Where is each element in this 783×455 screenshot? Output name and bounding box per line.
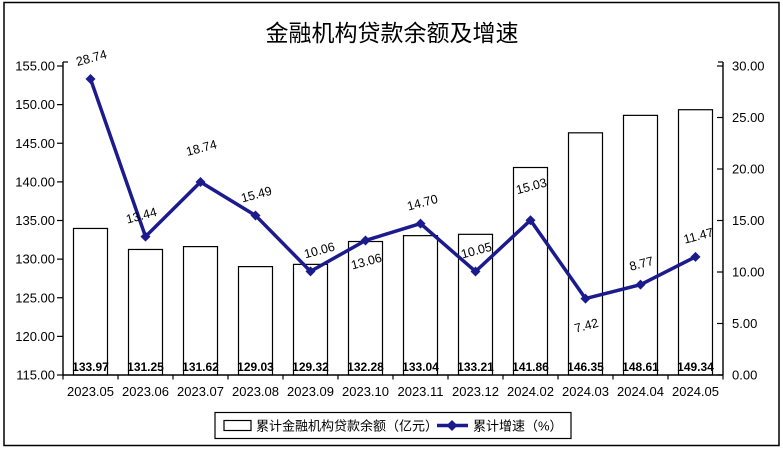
bar — [347, 240, 384, 376]
line-marker-icon — [690, 251, 701, 262]
line-marker-icon — [415, 218, 426, 229]
left-axis-tick-label: 125.00 — [15, 290, 55, 305]
bar-value-label: 131.62 — [182, 360, 219, 374]
legend-line-marker-icon — [446, 420, 458, 431]
line-value-label: 18.74 — [185, 137, 219, 159]
legend-bar-swatch-icon — [223, 419, 252, 432]
x-axis-label: 2023.07 — [177, 384, 224, 399]
bar — [622, 114, 659, 376]
line-marker-icon — [140, 231, 151, 242]
plot-area: 115.00 120.00 125.00 130.00 135.00 140.00 145.… — [15, 47, 764, 399]
bar — [182, 246, 219, 376]
line-value-label: 8.77 — [628, 254, 655, 274]
x-axis-label: 2024.05 — [672, 384, 719, 399]
right-axis-tick-label: 20.00 — [732, 162, 765, 177]
bar-value-label: 132.28 — [347, 360, 384, 374]
line-value-label: 14.70 — [406, 192, 440, 214]
legend-bar-label: 累计金融机构贷款余额（亿元） — [256, 419, 438, 434]
x-axis-label: 2023.10 — [342, 384, 389, 399]
line-marker-icon — [195, 176, 206, 187]
x-axis-label: 2023.12 — [452, 384, 499, 399]
line-marker-icon — [635, 279, 646, 290]
left-axis-tick-label: 145.00 — [15, 136, 55, 151]
x-axis-label: 2023.11 — [397, 384, 443, 399]
line-marker-icon — [85, 73, 96, 84]
right-axis-tick-label: 15.00 — [732, 213, 765, 228]
figure-border — [3, 1, 780, 447]
x-axis-label: 2023.08 — [232, 384, 279, 399]
line-marker-icon — [580, 293, 591, 304]
line-marker-icon — [305, 266, 316, 277]
bar — [677, 109, 714, 376]
left-axis-tick-label: 120.00 — [15, 329, 55, 344]
right-axis-tick-label: 0.00 — [732, 368, 757, 383]
legend: 累计金融机构贷款余额（亿元） 累计增速（%） — [214, 411, 572, 440]
line-marker-icon — [525, 215, 536, 226]
x-axis-label: 2024.02 — [507, 384, 554, 399]
line-value-label: 15.49 — [240, 184, 274, 206]
bar — [292, 263, 329, 376]
right-axis-tick-label: 25.00 — [732, 110, 765, 125]
bar-value-label: 129.32 — [292, 360, 329, 374]
left-axis-tick-label: 155.00 — [15, 59, 55, 74]
legend-line-label: 累计增速（%） — [473, 419, 563, 434]
line-marker-icon — [360, 235, 371, 246]
left-axis-tick-label: 150.00 — [15, 97, 55, 112]
x-axis-label: 2023.09 — [287, 384, 334, 399]
bar — [237, 266, 274, 376]
line-value-label: 7.42 — [573, 316, 600, 336]
left-axis-tick-label: 140.00 — [15, 174, 55, 189]
legend-box — [214, 411, 572, 440]
bar-value-label: 146.35 — [567, 360, 604, 374]
bar-value-label: 133.04 — [402, 360, 439, 374]
bar-value-label: 148.61 — [622, 360, 659, 374]
x-axis-label: 2023.05 — [67, 384, 114, 399]
left-axis-tick-label: 135.00 — [15, 213, 55, 228]
bar-value-label: 141.86 — [512, 360, 549, 374]
bar-value-label: 133.97 — [72, 360, 109, 374]
bar-value-label: 131.25 — [127, 360, 164, 374]
bar — [512, 166, 549, 376]
growth-line — [88, 78, 697, 301]
left-axis-tick-label: 130.00 — [15, 252, 55, 267]
line-marker-icon — [470, 266, 481, 277]
bar — [402, 235, 439, 376]
right-axis-tick-label: 5.00 — [732, 316, 757, 331]
line-marker-icon — [250, 210, 261, 221]
bar-value-label: 129.03 — [237, 360, 274, 374]
right-axis-tick-label: 30.00 — [732, 59, 765, 74]
x-axis-label: 2023.06 — [122, 384, 169, 399]
bar — [127, 248, 164, 376]
bar — [567, 132, 604, 376]
x-axis-label: 2024.03 — [562, 384, 609, 399]
bar-value-label: 133.21 — [457, 360, 494, 374]
left-axis-tick-label: 115.00 — [16, 368, 55, 383]
right-axis-tick-label: 10.00 — [732, 265, 765, 280]
chart-title: 金融机构贷款余额及增速 — [266, 21, 519, 46]
bar — [457, 233, 494, 376]
bar — [72, 227, 109, 376]
bar-value-label: 149.34 — [677, 360, 714, 374]
x-axis-label: 2024.04 — [617, 384, 664, 399]
line-value-label: 28.74 — [75, 47, 109, 69]
